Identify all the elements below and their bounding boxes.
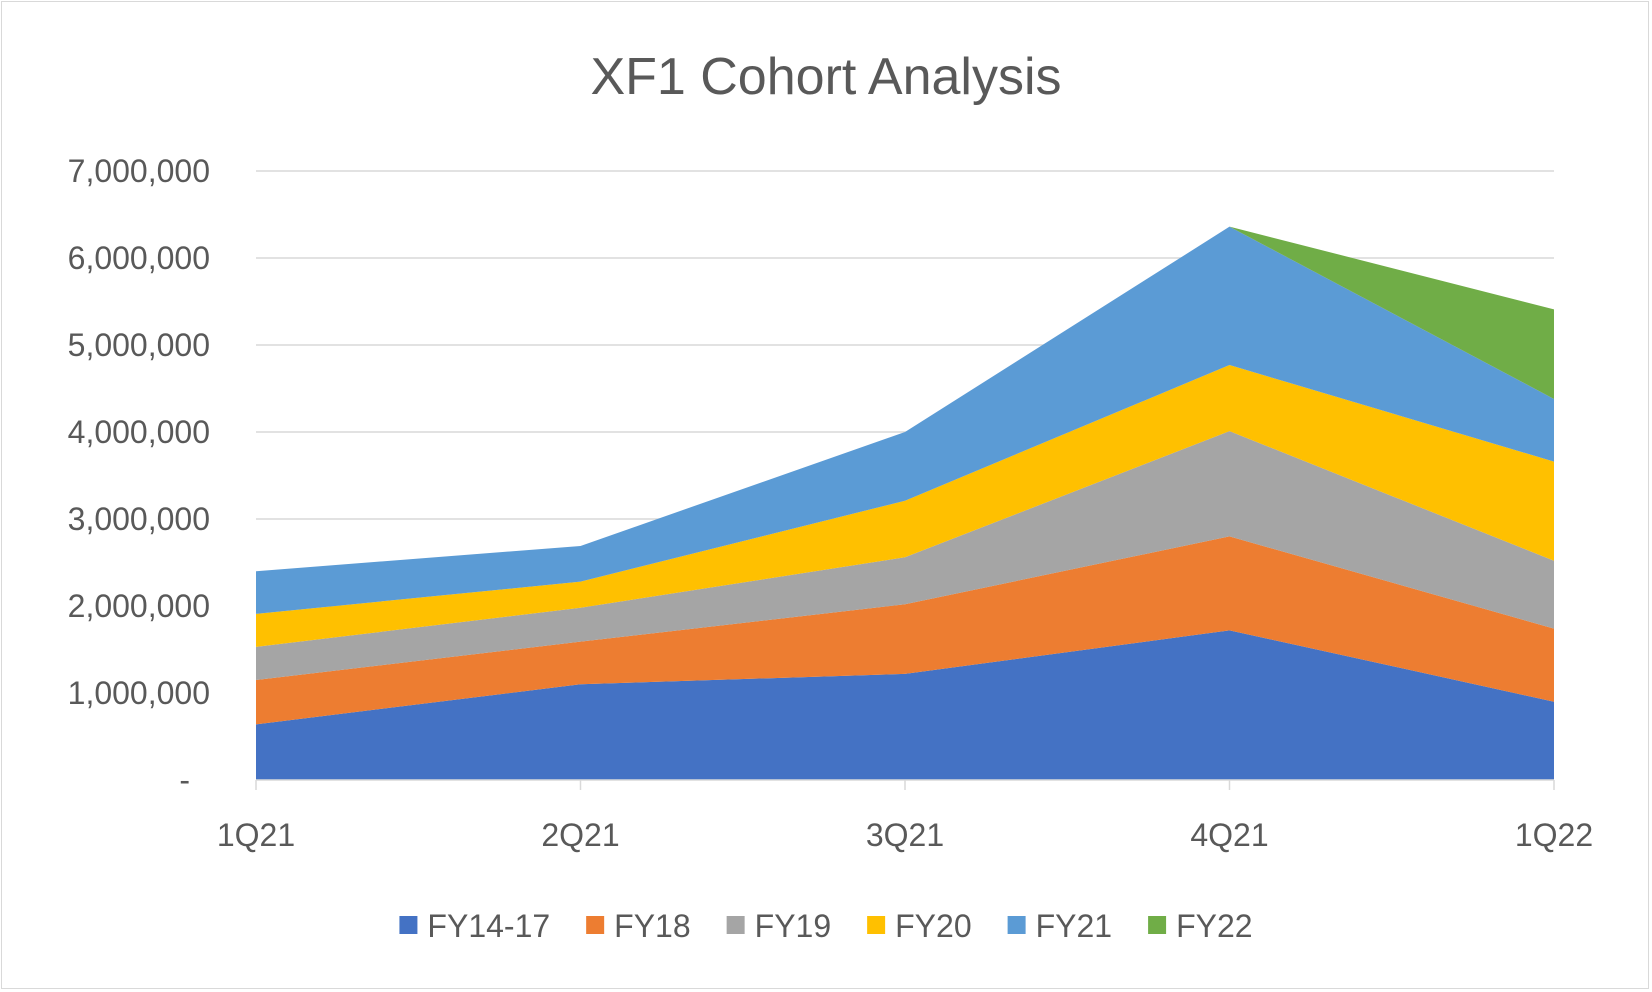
- legend-label: FY21: [1036, 908, 1112, 944]
- legend: FY14-17 FY18 FY19 FY20 FY21 FY22: [399, 908, 1253, 944]
- x-tick-label: 3Q21: [866, 817, 944, 853]
- legend-swatch: [1007, 916, 1026, 934]
- area-series-fy20: [256, 365, 1554, 647]
- y-tick-label: 3,000,000: [68, 501, 210, 537]
- legend-swatch: [867, 916, 886, 934]
- y-axis-tick-labels: - 1,000,000 2,000,000 3,000,000 4,000,000 5,0…: [68, 153, 210, 798]
- y-tick-label: 7,000,000: [68, 153, 210, 189]
- legend-swatch: [399, 916, 418, 934]
- y-tick-label: 2,000,000: [68, 588, 210, 624]
- legend-label: FY14-17: [427, 908, 550, 944]
- legend-item-fy14-17: FY14-17: [399, 908, 550, 944]
- x-tick-label: 4Q21: [1190, 817, 1268, 853]
- y-tick-label: -: [179, 762, 190, 798]
- y-tick-label: 4,000,000: [68, 414, 210, 450]
- y-tick-label: 1,000,000: [68, 675, 210, 711]
- legend-swatch: [586, 916, 605, 934]
- legend-item-fy20: FY20: [867, 908, 972, 944]
- y-tick-label: 5,000,000: [68, 327, 210, 363]
- stacked-areas: [256, 226, 1554, 780]
- x-axis: [255, 779, 1555, 790]
- area-series-fy19: [256, 431, 1554, 680]
- x-tick-label: 1Q21: [217, 817, 295, 853]
- legend-item-fy18: FY18: [586, 908, 691, 944]
- legend-label: FY19: [755, 908, 831, 944]
- x-tick-label: 1Q22: [1515, 817, 1593, 853]
- legend-label: FY22: [1176, 908, 1252, 944]
- legend-swatch: [1148, 916, 1167, 934]
- area-series-fy18: [256, 536, 1554, 725]
- legend-item-fy19: FY19: [726, 908, 831, 944]
- x-tick-label: 2Q21: [541, 817, 619, 853]
- legend-swatch: [726, 916, 745, 934]
- area-series-fy14-17: [256, 630, 1554, 780]
- legend-item-fy21: FY21: [1007, 908, 1112, 944]
- x-axis-tick-labels: 1Q21 2Q21 3Q21 4Q21 1Q22: [217, 817, 1593, 853]
- y-tick-label: 6,000,000: [68, 240, 210, 276]
- chart-title: XF1 Cohort Analysis: [590, 48, 1061, 106]
- legend-item-fy22: FY22: [1148, 908, 1253, 944]
- legend-label: FY18: [614, 908, 690, 944]
- area-series-fy21: [256, 226, 1554, 614]
- legend-label: FY20: [895, 908, 971, 944]
